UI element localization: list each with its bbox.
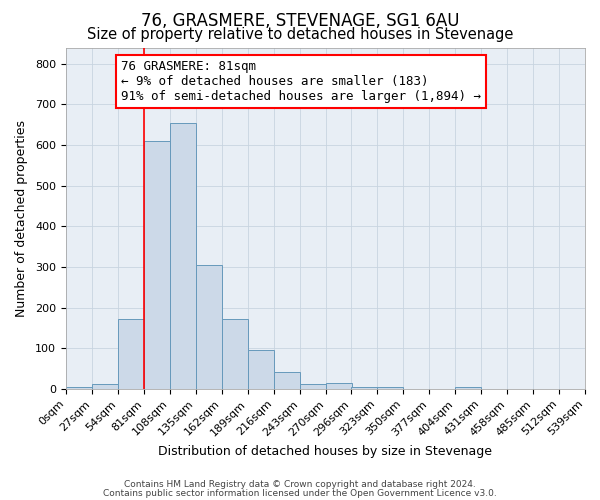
Bar: [118, 319, 144, 389]
Bar: [274, 372, 300, 389]
Bar: [326, 383, 352, 389]
Bar: [351, 387, 377, 389]
Bar: [144, 141, 170, 389]
Bar: [196, 265, 222, 389]
Bar: [455, 387, 481, 389]
Bar: [66, 387, 92, 389]
Text: 76 GRASMERE: 81sqm
← 9% of detached houses are smaller (183)
91% of semi-detache: 76 GRASMERE: 81sqm ← 9% of detached hous…: [121, 60, 481, 102]
Text: Size of property relative to detached houses in Stevenage: Size of property relative to detached ho…: [87, 28, 513, 42]
Y-axis label: Number of detached properties: Number of detached properties: [15, 120, 28, 316]
Text: Contains HM Land Registry data © Crown copyright and database right 2024.: Contains HM Land Registry data © Crown c…: [124, 480, 476, 489]
Bar: [377, 387, 403, 389]
Text: Contains public sector information licensed under the Open Government Licence v3: Contains public sector information licen…: [103, 490, 497, 498]
Bar: [170, 122, 196, 389]
X-axis label: Distribution of detached houses by size in Stevenage: Distribution of detached houses by size …: [158, 444, 493, 458]
Text: 76, GRASMERE, STEVENAGE, SG1 6AU: 76, GRASMERE, STEVENAGE, SG1 6AU: [141, 12, 459, 30]
Bar: [92, 384, 118, 389]
Bar: [248, 350, 274, 389]
Bar: [222, 319, 248, 389]
Bar: [300, 384, 326, 389]
